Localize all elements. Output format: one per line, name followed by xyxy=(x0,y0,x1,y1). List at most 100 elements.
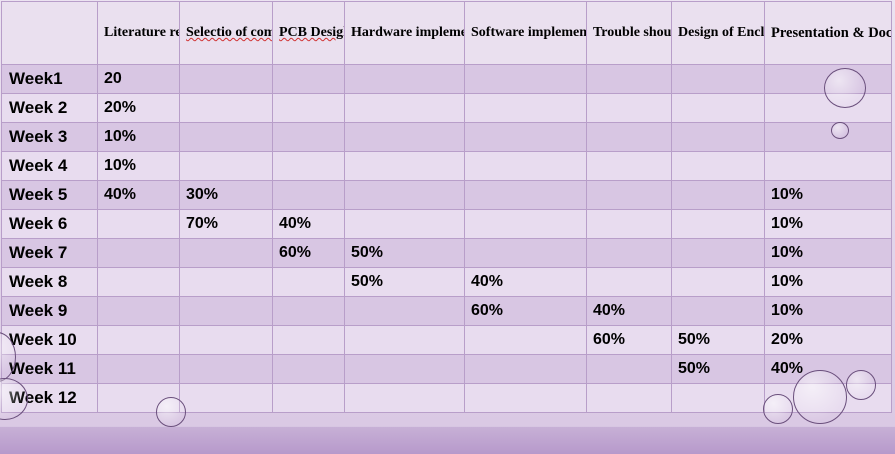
table-cell xyxy=(179,238,273,268)
table-cell xyxy=(272,180,345,210)
table-cell: 10% xyxy=(97,122,180,152)
header-software-implementation: Software implementation xyxy=(464,1,587,65)
table-cell: 50% xyxy=(344,267,465,297)
table-cell xyxy=(764,122,892,152)
table-cell xyxy=(272,93,345,123)
week-label: Week 8 xyxy=(1,267,98,297)
table-cell: 30% xyxy=(179,180,273,210)
table-cell xyxy=(272,151,345,181)
week-label: Week 10 xyxy=(1,325,98,355)
table-cell xyxy=(344,122,465,152)
table-cell xyxy=(344,296,465,326)
table-row: Week 5 40% 30% 10% xyxy=(1,180,892,210)
project-schedule-table: Literature review Selectio of component … xyxy=(1,1,892,413)
week-label: Week1 xyxy=(1,64,98,94)
table-cell xyxy=(464,209,587,239)
table-cell xyxy=(671,209,765,239)
table-cell xyxy=(179,325,273,355)
week-label: Week 2 xyxy=(1,93,98,123)
header-selection-of-component: Selectio of component xyxy=(179,1,273,65)
table-cell xyxy=(272,64,345,94)
table-cell xyxy=(464,354,587,384)
table-cell xyxy=(464,151,587,181)
week-label: Week 7 xyxy=(1,238,98,268)
footer-band xyxy=(0,426,895,454)
table-cell xyxy=(671,267,765,297)
table-cell xyxy=(671,93,765,123)
table-row: Week1 20 xyxy=(1,64,892,94)
table-row: Week 3 10% xyxy=(1,122,892,152)
table-cell xyxy=(97,354,180,384)
table-cell xyxy=(671,296,765,326)
table-cell xyxy=(344,93,465,123)
table-cell: 60% xyxy=(586,325,672,355)
table-cell xyxy=(671,238,765,268)
table-cell: 20% xyxy=(764,325,892,355)
week-label: Week 11 xyxy=(1,354,98,384)
week-label: Week 9 xyxy=(1,296,98,326)
table-cell: 10% xyxy=(764,238,892,268)
table-cell xyxy=(586,64,672,94)
table-header: Literature review Selectio of component … xyxy=(1,1,892,65)
header-design-of-enclosure: Design of Enclosure xyxy=(671,1,765,65)
table-cell xyxy=(179,122,273,152)
table-cell xyxy=(179,93,273,123)
table-cell: 60% xyxy=(272,238,345,268)
table-cell xyxy=(97,296,180,326)
table-cell xyxy=(671,151,765,181)
table-cell: 60% xyxy=(464,296,587,326)
table-cell xyxy=(671,180,765,210)
table-cell xyxy=(464,64,587,94)
table-row: Week 2 20% xyxy=(1,93,892,123)
table-cell: 70% xyxy=(179,209,273,239)
table-cell xyxy=(586,238,672,268)
table-cell xyxy=(671,383,765,413)
table-cell xyxy=(179,296,273,326)
header-literature-review: Literature review xyxy=(97,1,180,65)
table-cell xyxy=(344,354,465,384)
week-label: Week 6 xyxy=(1,209,98,239)
table-cell xyxy=(586,93,672,123)
table-cell xyxy=(97,238,180,268)
table-cell xyxy=(344,325,465,355)
header-row: Literature review Selectio of component … xyxy=(1,1,892,65)
table-row: Week 8 50% 40% 10% xyxy=(1,267,892,297)
table-cell xyxy=(272,383,345,413)
table-cell xyxy=(97,209,180,239)
header-presentation-documentation: Presentation & Documentation xyxy=(764,1,892,65)
bubble-decoration xyxy=(793,370,847,424)
table-cell xyxy=(272,325,345,355)
header-hardware-implementation: Hardware implementation xyxy=(344,1,465,65)
table-cell: 20 xyxy=(97,64,180,94)
table-cell: 10% xyxy=(764,296,892,326)
table-cell: 40% xyxy=(97,180,180,210)
table-cell xyxy=(586,151,672,181)
table-cell xyxy=(344,180,465,210)
table-cell xyxy=(272,122,345,152)
table-cell xyxy=(179,354,273,384)
header-week xyxy=(1,1,98,65)
table-body: Week1 20 Week 2 20% Week 3 10% Week 4 10% Week 5… xyxy=(1,64,892,413)
table-cell xyxy=(464,93,587,123)
table-cell xyxy=(586,267,672,297)
table-row: Week 7 60% 50% 10% xyxy=(1,238,892,268)
bubble-decoration xyxy=(763,394,793,424)
table-cell: 40% xyxy=(272,209,345,239)
week-label: Week 3 xyxy=(1,122,98,152)
table-cell: 50% xyxy=(671,354,765,384)
table-row: Week 4 10% xyxy=(1,151,892,181)
table-cell: 50% xyxy=(344,238,465,268)
table-cell xyxy=(764,151,892,181)
table-cell xyxy=(179,64,273,94)
table-cell xyxy=(272,267,345,297)
bubble-decoration xyxy=(156,397,186,427)
table-cell: 50% xyxy=(671,325,765,355)
table-cell xyxy=(671,64,765,94)
header-trouble-shooting: Trouble shouting xyxy=(586,1,672,65)
table-cell: 20% xyxy=(97,93,180,123)
bubble-decoration xyxy=(846,370,876,400)
header-pcb-design-label: PCB Desigh xyxy=(279,25,345,40)
week-label: Week 5 xyxy=(1,180,98,210)
table-cell xyxy=(586,383,672,413)
table-cell xyxy=(97,267,180,297)
